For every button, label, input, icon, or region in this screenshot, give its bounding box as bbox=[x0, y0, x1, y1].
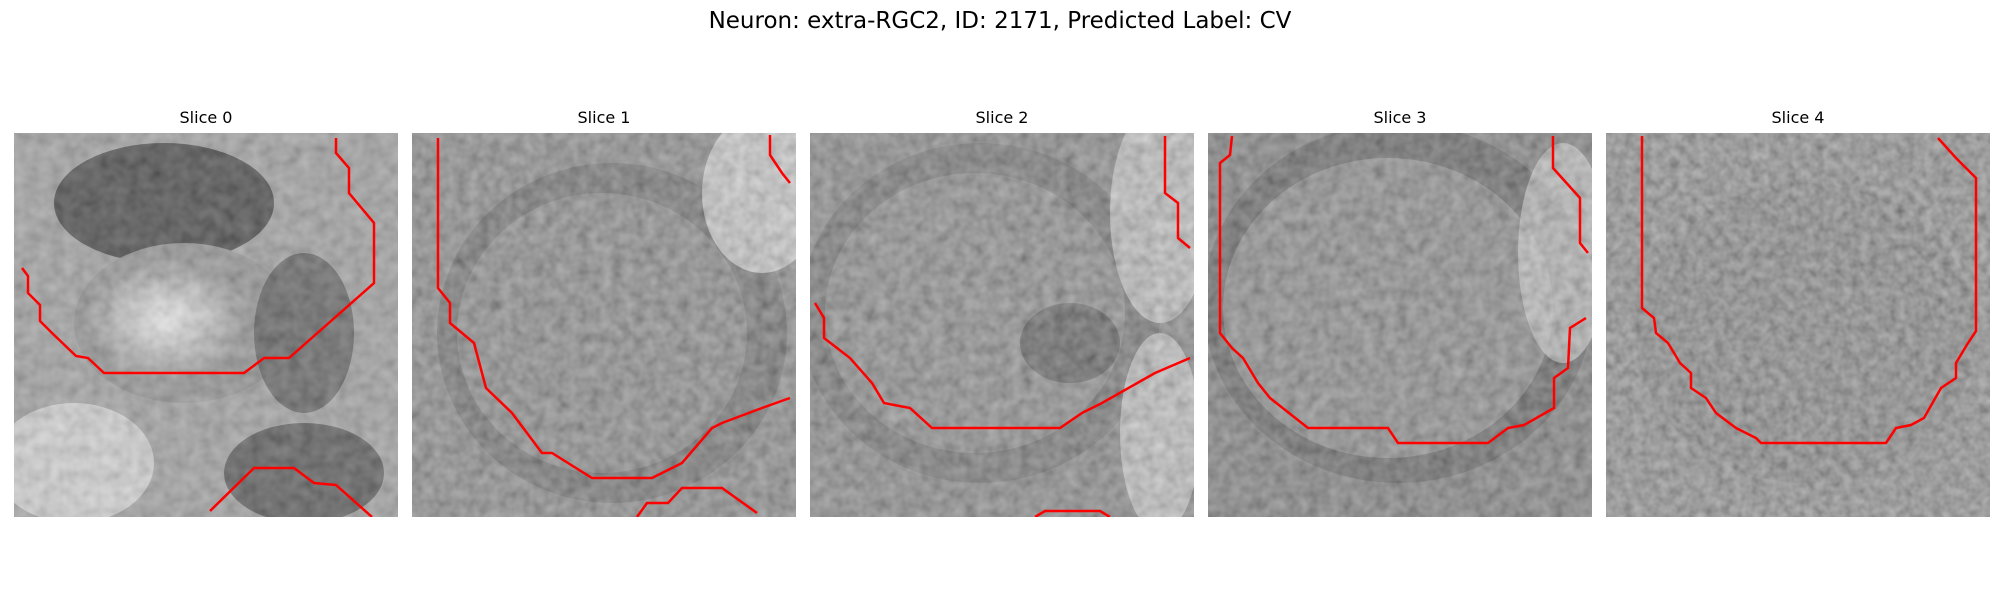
slice-panel-0: Slice 0 bbox=[14, 108, 398, 517]
contour-line bbox=[813, 302, 1191, 430]
slice-title-0: Slice 0 bbox=[179, 108, 233, 127]
slice-title-2: Slice 2 bbox=[975, 108, 1029, 127]
contour-line bbox=[209, 466, 373, 517]
slice-image-1 bbox=[412, 133, 796, 517]
contour-line bbox=[768, 135, 791, 184]
slice-title-3: Slice 3 bbox=[1373, 108, 1427, 127]
contour-line bbox=[21, 138, 376, 375]
contour-line bbox=[1034, 509, 1111, 517]
contour-line bbox=[1640, 136, 1978, 445]
contour-line bbox=[635, 486, 758, 517]
slice-image-0 bbox=[14, 133, 398, 517]
slice-image-4 bbox=[1606, 133, 1990, 517]
slice-title-1: Slice 1 bbox=[577, 108, 631, 127]
contour-line bbox=[1218, 135, 1587, 445]
contour-line bbox=[1551, 136, 1589, 254]
slice-image-2 bbox=[810, 133, 1194, 517]
slice-panel-1: Slice 1 bbox=[412, 108, 796, 517]
slice-image-3 bbox=[1208, 133, 1592, 517]
contour-line bbox=[436, 138, 791, 480]
slice-title-4: Slice 4 bbox=[1771, 108, 1825, 127]
slice-panel-2: Slice 2 bbox=[810, 108, 1194, 517]
slice-panel-4: Slice 4 bbox=[1606, 108, 1990, 517]
slice-panel-3: Slice 3 bbox=[1208, 108, 1592, 517]
contour-line bbox=[1163, 136, 1191, 249]
figure-title: Neuron: extra-RGC2, ID: 2171, Predicted … bbox=[708, 8, 1292, 34]
